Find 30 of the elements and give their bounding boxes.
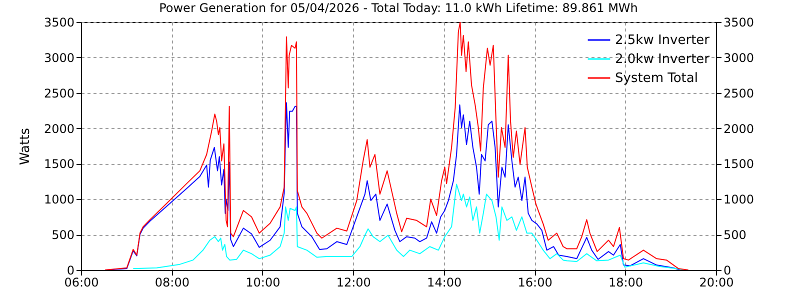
y-tick-label: 500 xyxy=(52,228,74,242)
x-tick-label: 20:00 xyxy=(699,276,734,290)
x-tick-label: 18:00 xyxy=(608,276,644,290)
y2-tick-label: 3000 xyxy=(724,50,754,65)
line-series xyxy=(132,184,684,270)
y-tick-label: 2000 xyxy=(44,122,74,136)
y2-tick-label: 2000 xyxy=(724,122,754,136)
x-tick-label: 10:00 xyxy=(246,276,280,290)
y-tick-label: 1500 xyxy=(44,157,74,172)
y-tick-label: 1000 xyxy=(44,192,74,207)
y2-tick-label: 1000 xyxy=(724,192,754,207)
y-tick-label: 3500 xyxy=(44,16,74,30)
x-tick-label: 12:00 xyxy=(336,276,371,290)
x-tick-label: 06:00 xyxy=(64,276,99,290)
y-tick-label: 2500 xyxy=(44,86,74,100)
legend-label: 2.0kw Inverter xyxy=(615,52,710,67)
x-tick-label: 16:00 xyxy=(518,276,552,290)
y-axis-title: Watts xyxy=(18,128,33,165)
y2-tick-label: 1500 xyxy=(724,157,754,172)
y2-tick-label: 0 xyxy=(724,264,732,278)
legend-label: System Total xyxy=(615,71,698,86)
legend-label: 2.5kw Inverter xyxy=(615,33,710,48)
y2-tick-label: 3500 xyxy=(724,16,754,30)
y-tick-label: 0 xyxy=(66,264,74,278)
chart-title: Power Generation for 05/04/2026 - Total Today: 11.0 kWh Lifetime: 89.861 MWh xyxy=(159,1,638,15)
x-tick-label: 08:00 xyxy=(154,276,190,290)
y2-tick-label: 2500 xyxy=(724,86,754,100)
y2-tick-label: 500 xyxy=(724,228,746,242)
x-tick-label: 14:00 xyxy=(427,276,462,290)
y-tick-label: 3000 xyxy=(44,50,74,65)
